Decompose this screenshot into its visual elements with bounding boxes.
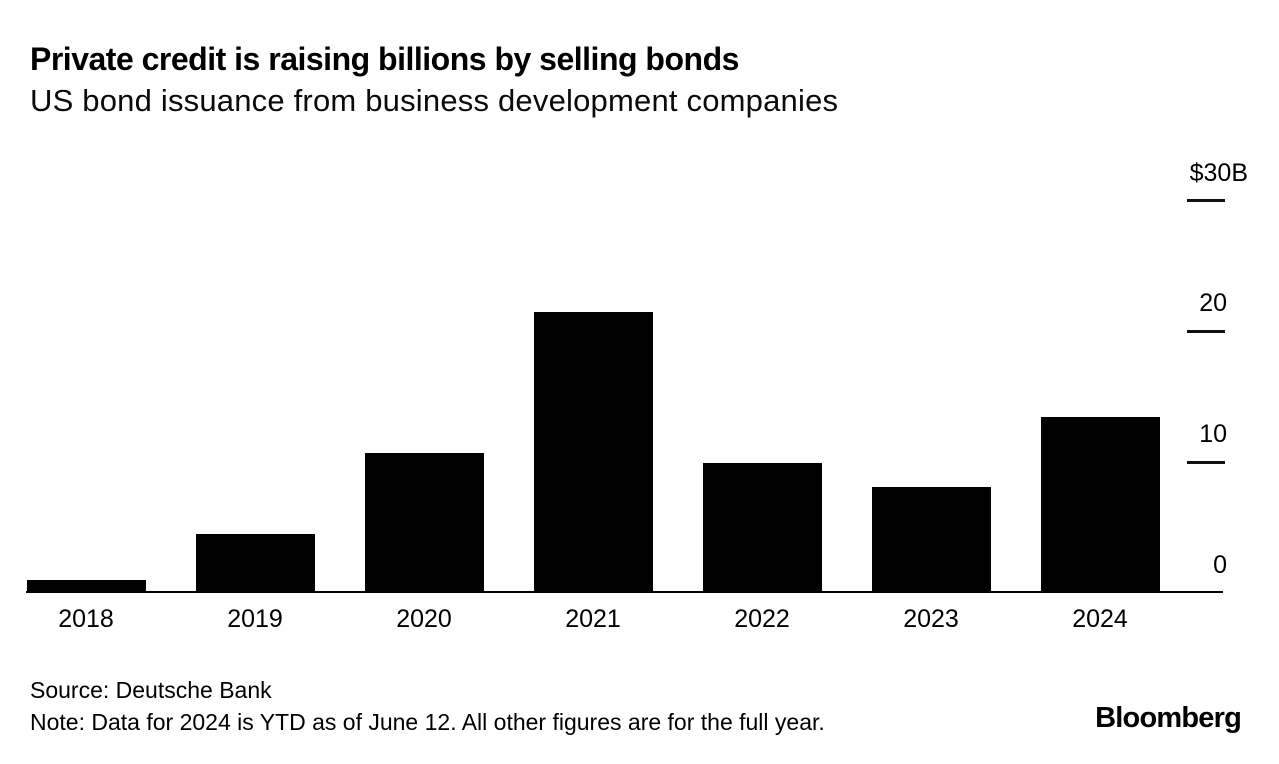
bloomberg-logo: Bloomberg	[1095, 702, 1242, 734]
bar-2022	[702, 463, 822, 592]
y-tick-label-0: 0	[1213, 551, 1227, 579]
bar-2021	[533, 312, 653, 592]
chart-title: Private credit is raising billions by se…	[30, 41, 739, 77]
data-note: Note: Data for 2024 is YTD as of June 12…	[30, 709, 825, 735]
x-tick-label-2021: 2021	[565, 605, 621, 633]
x-tick-label-2018: 2018	[58, 605, 114, 633]
bar-2020	[364, 453, 484, 592]
x-tick-label-2022: 2022	[734, 605, 790, 633]
bar-chart-plot-area: 2018 2019 2020 2021 2022 2023 2024 $30B 20 10 0	[0, 158, 1279, 633]
bar-2019	[195, 534, 315, 592]
y-tick-mark-20	[1187, 329, 1225, 333]
y-tick-mark-30	[1187, 199, 1225, 203]
x-tick-label-2020: 2020	[396, 605, 452, 633]
x-tick-label-2019: 2019	[227, 605, 283, 633]
bar-2018	[26, 580, 146, 592]
x-tick-label-2023: 2023	[903, 605, 959, 633]
x-axis-baseline	[26, 591, 1223, 593]
x-tick-label-2024: 2024	[1072, 605, 1128, 633]
y-tick-label-20: 20	[1199, 289, 1227, 318]
y-tick-mark-10	[1187, 460, 1225, 464]
y-tick-label-10: 10	[1199, 420, 1227, 449]
y-tick-label-30: $30B	[1189, 158, 1248, 187]
source-note: Source: Deutsche Bank	[30, 677, 272, 703]
bar-2023	[871, 487, 991, 592]
chart-subtitle: US bond issuance from business developme…	[30, 83, 839, 118]
bar-2024	[1040, 417, 1160, 592]
